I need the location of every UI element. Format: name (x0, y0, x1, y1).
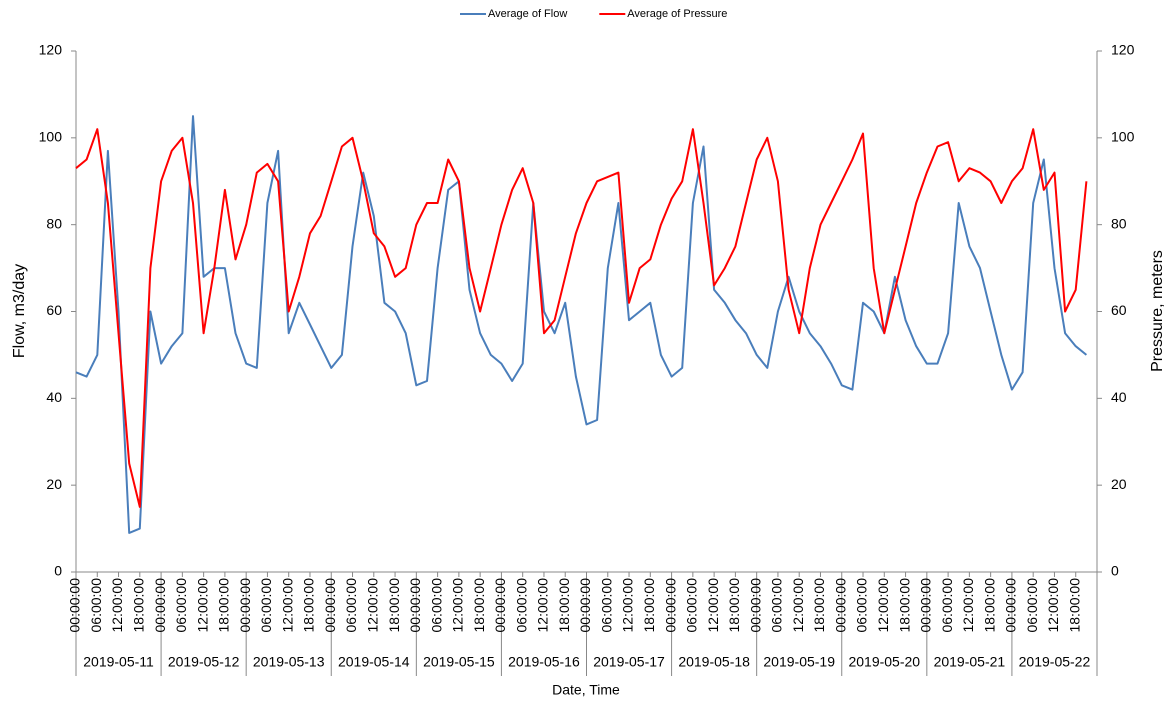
x-tick-label: 00:00:00 (407, 578, 423, 633)
legend-label: Average of Flow (488, 8, 567, 20)
x-tick-label: 18:00:00 (471, 578, 487, 633)
y2-axis-label: Pressure, meters (1149, 250, 1166, 372)
x-day-label: 2019-05-21 (934, 654, 1006, 670)
x-tick-label: 06:00:00 (258, 578, 274, 633)
y-tick-label: 0 (54, 563, 62, 579)
x-day-label: 2019-05-13 (253, 654, 325, 670)
y2-tick-label: 60 (1111, 302, 1127, 318)
x-tick-label: 12:00:00 (705, 578, 721, 633)
x-tick-label: 00:00:00 (237, 578, 253, 633)
x-tick-label: 00:00:00 (67, 578, 83, 633)
x-day-label: 2019-05-17 (593, 654, 665, 670)
x-tick-label: 06:00:00 (1024, 578, 1040, 633)
x-tick-label: 18:00:00 (386, 578, 402, 633)
y2-tick-label: 80 (1111, 215, 1127, 231)
x-day-label: 2019-05-11 (83, 654, 154, 670)
x-tick-label: 12:00:00 (960, 578, 976, 633)
x-tick-label: 06:00:00 (428, 578, 444, 633)
x-tick-label: 06:00:00 (88, 578, 104, 633)
x-tick-label: 12:00:00 (364, 578, 380, 633)
y-tick-label: 80 (46, 215, 62, 231)
x-tick-label: 18:00:00 (726, 578, 742, 633)
x-tick-label: 12:00:00 (1045, 578, 1061, 633)
y-tick-label: 100 (39, 129, 63, 145)
x-tick-label: 00:00:00 (152, 578, 168, 633)
x-day-label: 2019-05-22 (1019, 654, 1091, 670)
x-tick-label: 18:00:00 (216, 578, 232, 633)
x-tick-label: 12:00:00 (279, 578, 295, 633)
y-axis-label: Flow, m3/day (11, 264, 28, 358)
x-tick-label: 18:00:00 (556, 578, 572, 633)
x-day-label: 2019-05-14 (338, 654, 410, 670)
x-tick-label: 00:00:00 (492, 578, 508, 633)
x-tick-label: 00:00:00 (832, 578, 848, 633)
x-tick-label: 12:00:00 (194, 578, 210, 633)
x-tick-label: 06:00:00 (854, 578, 870, 633)
x-tick-label: 12:00:00 (790, 578, 806, 633)
x-day-label: 2019-05-12 (168, 654, 240, 670)
y2-tick-label: 20 (1111, 476, 1127, 492)
x-tick-label: 06:00:00 (598, 578, 614, 633)
x-day-label: 2019-05-18 (678, 654, 750, 670)
x-day-label: 2019-05-19 (763, 654, 835, 670)
x-day-label: 2019-05-16 (508, 654, 580, 670)
x-tick-label: 00:00:00 (1003, 578, 1019, 633)
x-tick-label: 18:00:00 (301, 578, 317, 633)
x-tick-label: 12:00:00 (535, 578, 551, 633)
x-tick-label: 06:00:00 (173, 578, 189, 633)
x-tick-label: 12:00:00 (875, 578, 891, 633)
x-tick-label: 06:00:00 (684, 578, 700, 633)
x-tick-label: 18:00:00 (641, 578, 657, 633)
x-axis-label: Date, Time (552, 682, 620, 698)
x-tick-label: 18:00:00 (131, 578, 147, 633)
y-tick-label: 40 (46, 389, 62, 405)
x-tick-label: 18:00:00 (981, 578, 997, 633)
x-tick-label: 12:00:00 (109, 578, 125, 633)
x-tick-label: 00:00:00 (747, 578, 763, 633)
y-tick-label: 20 (46, 476, 62, 492)
x-tick-label: 00:00:00 (322, 578, 338, 633)
x-day-label: 2019-05-15 (423, 654, 495, 670)
series-line (75, 115, 1088, 534)
x-tick-label: 00:00:00 (662, 578, 678, 633)
x-tick-label: 18:00:00 (811, 578, 827, 633)
y2-tick-label: 120 (1111, 42, 1135, 58)
x-tick-label: 00:00:00 (918, 578, 934, 633)
x-tick-label: 06:00:00 (513, 578, 529, 633)
x-tick-label: 06:00:00 (769, 578, 785, 633)
x-tick-label: 00:00:00 (577, 578, 593, 633)
y2-tick-label: 0 (1111, 563, 1119, 579)
legend-label: Average of Pressure (627, 8, 727, 20)
x-tick-label: 06:00:00 (343, 578, 359, 633)
x-tick-label: 18:00:00 (1066, 578, 1082, 633)
y-tick-label: 60 (46, 302, 62, 318)
y2-tick-label: 40 (1111, 389, 1127, 405)
x-tick-label: 06:00:00 (939, 578, 955, 633)
y-tick-label: 120 (39, 42, 63, 58)
x-tick-label: 18:00:00 (896, 578, 912, 633)
x-tick-label: 12:00:00 (620, 578, 636, 633)
series-line (75, 128, 1088, 508)
y2-tick-label: 100 (1111, 129, 1135, 145)
x-day-label: 2019-05-20 (848, 654, 920, 670)
x-tick-label: 12:00:00 (450, 578, 466, 633)
